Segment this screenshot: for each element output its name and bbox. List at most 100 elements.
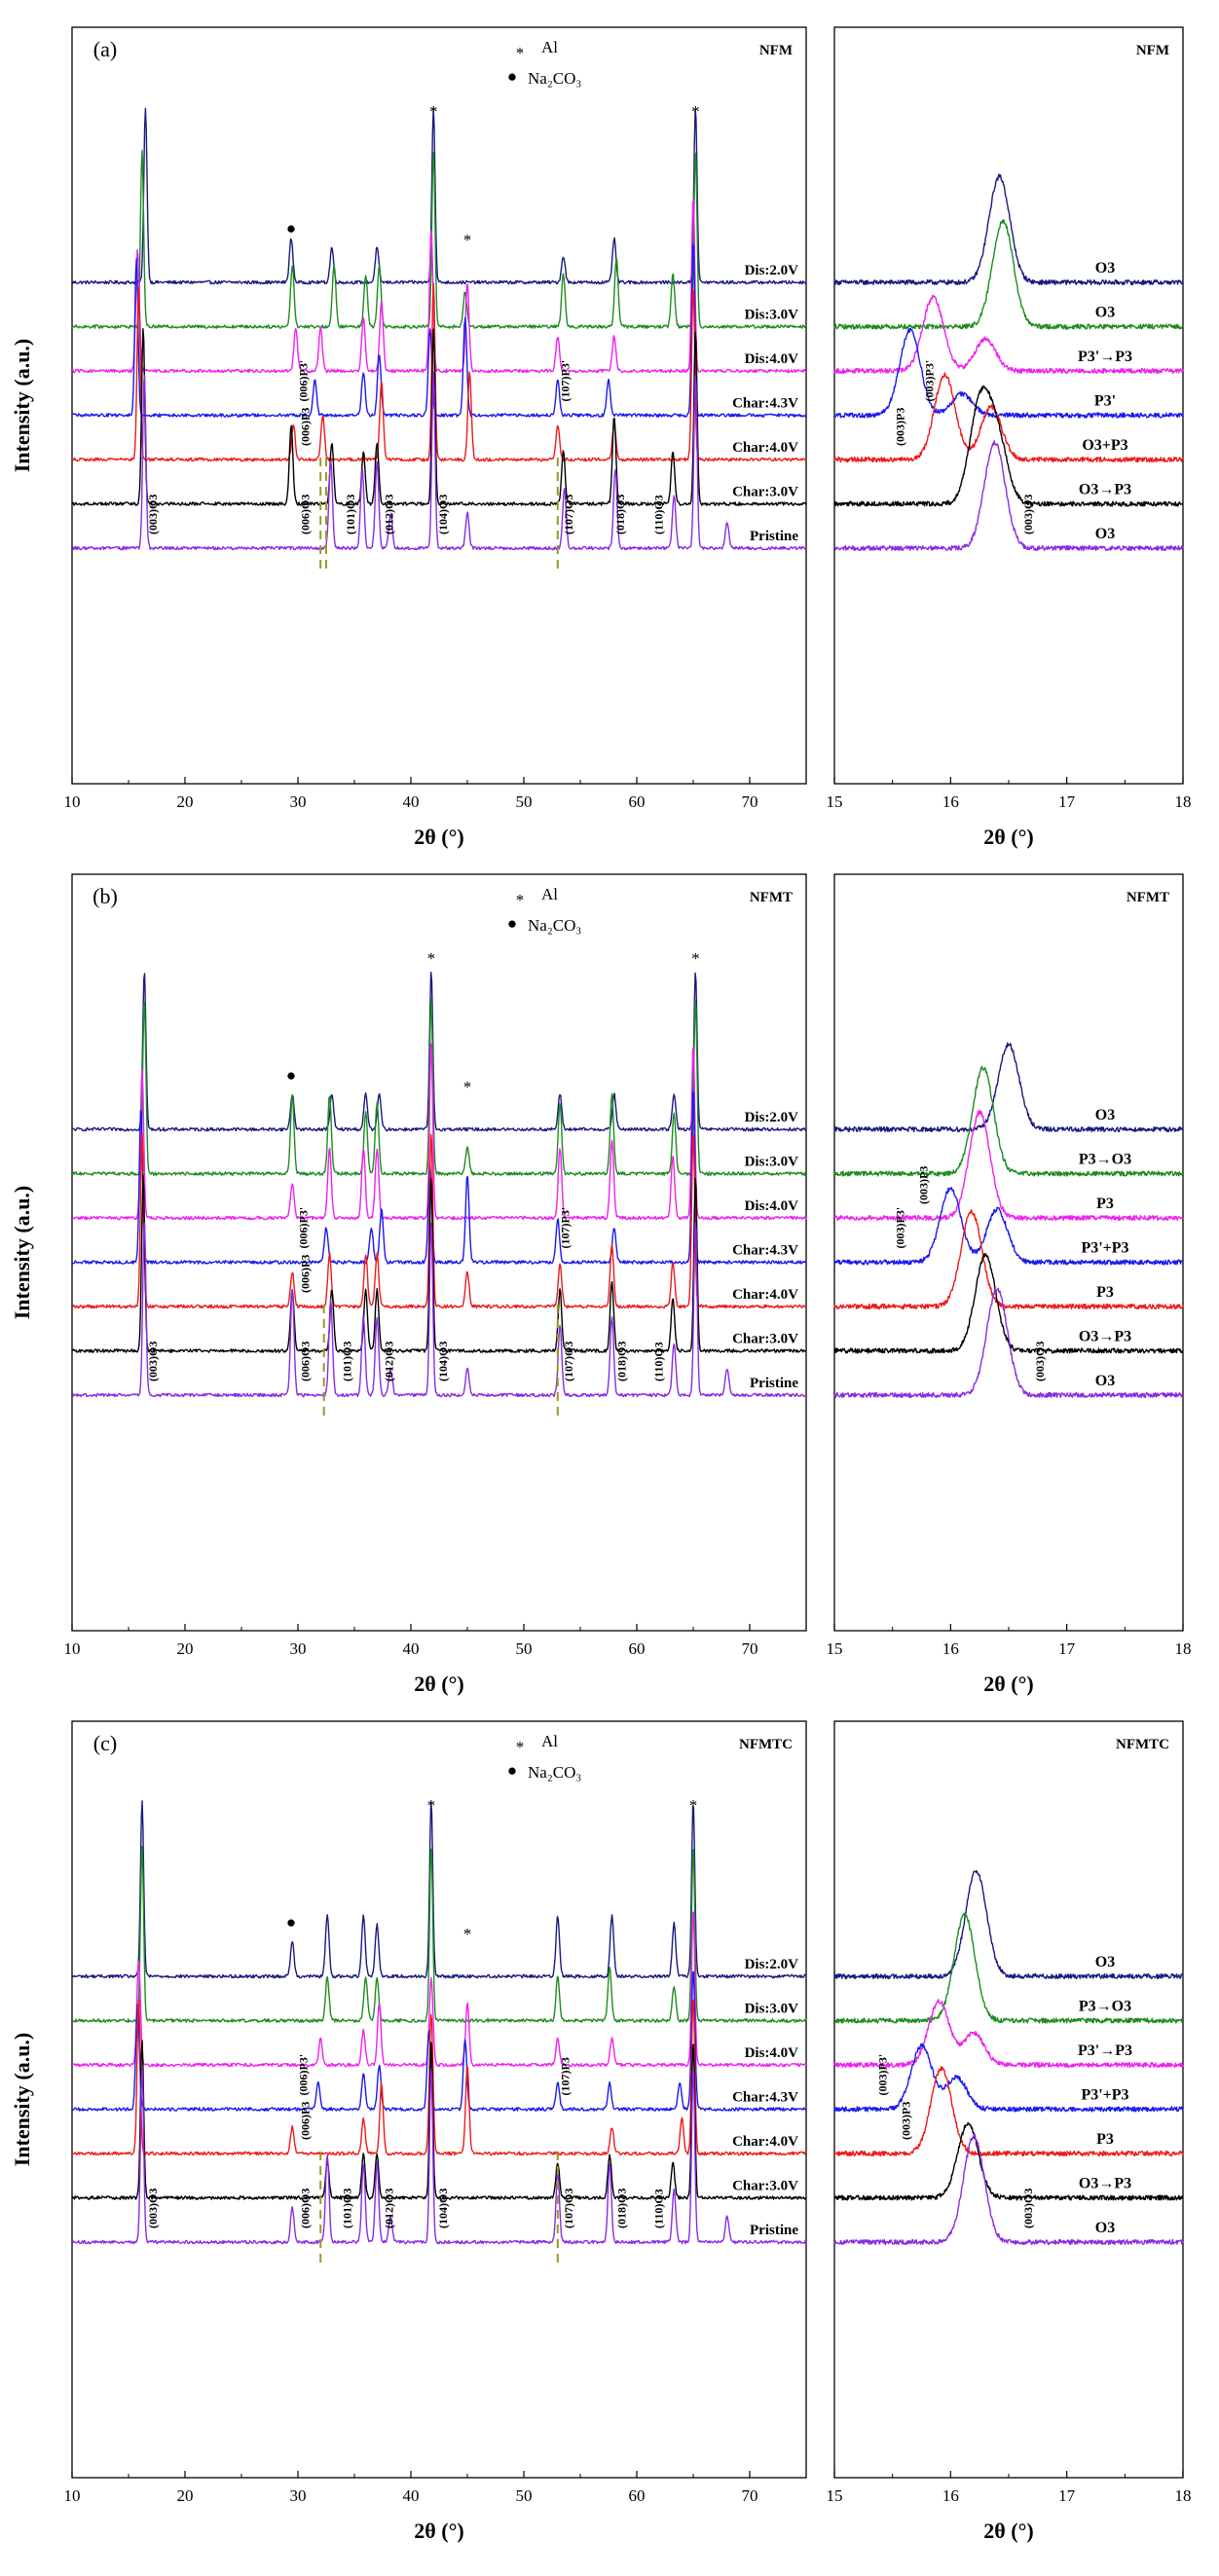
sample-label: NFMT [1127,890,1169,905]
x-tick-label: 17 [1058,792,1076,811]
x-axis-label: 2θ (°) [414,1672,463,1696]
series-line [833,1065,1184,1177]
x-axis-label: 2θ (°) [983,1672,1033,1696]
phase-label: P3' [1094,393,1116,410]
x-tick-label: 30 [290,2486,307,2505]
series-line [71,2067,807,2245]
x-axis-label: 2θ (°) [414,825,463,849]
panel-letter: (b) [92,884,118,908]
series-label: Dis:3.0V [745,308,799,323]
plot-frame [71,873,807,1632]
legend-label-al: Al [541,1732,558,1750]
series-line [71,1090,807,1265]
series-line [833,2133,1184,2246]
x-tick-label: 16 [942,792,959,811]
hkl-annotation: (003)O3 [1021,495,1035,534]
na2co3-marker: ● [286,1066,296,1085]
hkl-annotation: (107)P3' [558,360,572,402]
series-line [833,1109,1184,1222]
hkl-annotation: (110)O3 [652,495,666,534]
series-label: Dis:3.0V [745,1155,799,1170]
y-axis-label: Intensity (a.u.) [10,1186,34,1320]
series-label: Char:3.0V [732,485,798,500]
series-line [71,1222,807,1398]
chart-nfmt-full: 10 20 30 40 50 60 70 2θ (°) NFMT (b) * Al ● Na₂CO₃ Int… [10,873,807,1696]
x-tick-label: 17 [1058,2486,1076,2505]
hkl-annotation: (101)O3 [344,495,357,534]
y-axis-label: Intensity (a.u.) [10,2033,34,2167]
series-line [71,2040,807,2200]
series-line [71,1800,807,1979]
legend-symbol-dot: ● [507,67,517,86]
x-tick-label: 30 [290,792,307,811]
phase-label: P3'→P3 [1078,349,1132,365]
series-label: Char:3.0V [732,2179,798,2194]
x-tick-label: 50 [516,1639,533,1658]
series-line [833,219,1184,330]
legend-label-al: Al [541,38,558,56]
sample-label: NFM [1136,43,1169,58]
hkl-annotation: (003)P3 [894,408,907,446]
series-line [833,1287,1184,1399]
series-label: Char:4.0V [732,2134,798,2150]
series-label: Dis:2.0V [745,1957,799,1972]
legend-symbol-star: * [516,891,525,909]
al-marker: * [463,1078,472,1096]
series-label: Pristine [750,529,798,544]
al-marker: * [427,949,436,968]
hkl-annotation: (003)P3 [916,1166,930,1204]
phase-label: P3'+P3 [1081,1240,1128,1257]
series-line [833,173,1184,286]
series-line [833,1187,1184,1266]
x-tick-label: 60 [629,1639,646,1658]
series-line [71,1911,807,2068]
x-tick-label: 18 [1175,792,1192,811]
series-line [833,2066,1184,2157]
series-line [71,1998,807,2156]
series-label: Dis:4.0V [745,1198,799,1214]
series-line [833,1209,1184,1310]
chart-nfmtc-zoom: 15 16 17 18 2θ (°) NFMTC O3 P3→O3 P3'→P3 P3'+P3 P3… [827,1720,1192,2543]
phase-label: P3'+P3 [1081,2087,1128,2104]
x-tick-label: 70 [742,792,758,811]
series-line [833,1042,1184,1133]
hkl-annotation: (107)P3' [558,1207,572,1249]
x-tick-label: 16 [942,1639,959,1658]
y-axis-label: Intensity (a.u.) [10,339,34,473]
plot-frame [833,26,1184,785]
hkl-annotation: (003)O3 [146,495,160,534]
plot-frame [833,1720,1184,2479]
phase-label: O3 [1095,260,1115,276]
series-line [71,199,807,374]
hkl-annotation: (006)P3 [299,1255,313,1293]
x-tick-label: 60 [629,792,646,811]
legend-label-na2co3: Na₂CO₃ [528,916,581,935]
x-tick-label: 15 [827,792,843,811]
x-axis-label: 2θ (°) [983,825,1033,849]
x-tick-label: 18 [1175,1639,1192,1658]
series-line [833,294,1184,375]
hkl-annotation: (006)P3 [299,408,313,446]
hkl-annotation: (006)O3 [299,2189,313,2228]
x-tick-label: 18 [1175,2486,1192,2505]
hkl-annotation: (107)O3 [562,2189,575,2228]
x-tick-label: 50 [516,792,533,811]
series-line [71,243,807,418]
series-line [833,1999,1184,2069]
chart-nfm-full: 10 20 30 40 50 60 70 2θ (°) NFM (a) * Al ● Na₂CO₃ Inte… [10,26,807,849]
hkl-annotation: (018)O3 [613,495,627,534]
hkl-annotation: (006)P3 [299,2102,313,2140]
hkl-annotation: (107)O3 [562,495,575,534]
phase-label: P3→O3 [1079,1152,1131,1168]
series-label: Char:4.3V [732,2090,798,2106]
series-line [833,1869,1184,1980]
series-label: Dis:2.0V [745,263,799,278]
sample-label: NFM [759,43,793,58]
hkl-annotation: (101)O3 [341,1342,354,1381]
series-label: Char:4.3V [732,396,798,412]
phase-label: P3 [1096,2131,1114,2148]
x-tick-label: 50 [516,2486,533,2505]
legend-symbol-star: * [516,1738,525,1756]
phase-label: P3 [1096,1196,1114,1212]
